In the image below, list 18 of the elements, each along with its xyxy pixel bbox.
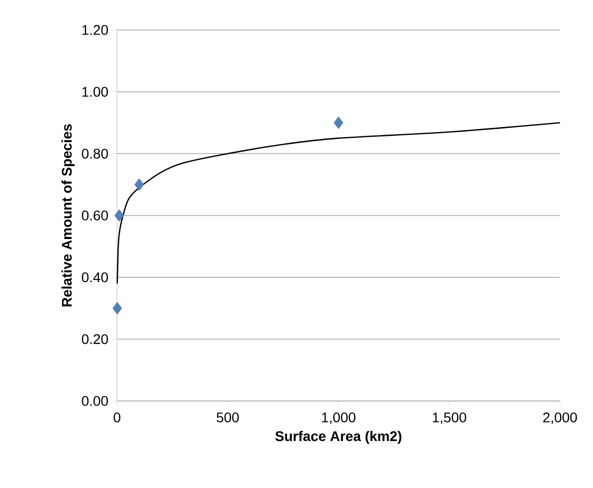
x-tick-label: 1,500	[432, 412, 466, 424]
point	[114, 209, 124, 222]
point	[334, 116, 344, 129]
point	[134, 178, 144, 191]
x-tick-label: 500	[216, 412, 239, 422]
point	[112, 302, 122, 314]
y-tick-label: 0.00	[82, 396, 108, 406]
x-axis-title: Surface Area (km2)	[275, 430, 402, 444]
y-tick-label: 1.20	[82, 25, 108, 35]
y-axis-title: Relative Amount of Species	[62, 124, 74, 306]
x-tick-label: 2,000	[543, 412, 577, 424]
y-tick-label: 0.20	[82, 334, 108, 344]
x-tick-label: 1,000	[322, 412, 356, 424]
y-tick-label: 0.80	[82, 148, 108, 159]
y-tick-label: 0.60	[82, 210, 108, 220]
y-tick-label: 1.00	[82, 86, 108, 97]
y-tick-label: 0.40	[82, 272, 108, 282]
x-tick-label: 0	[114, 412, 120, 422]
